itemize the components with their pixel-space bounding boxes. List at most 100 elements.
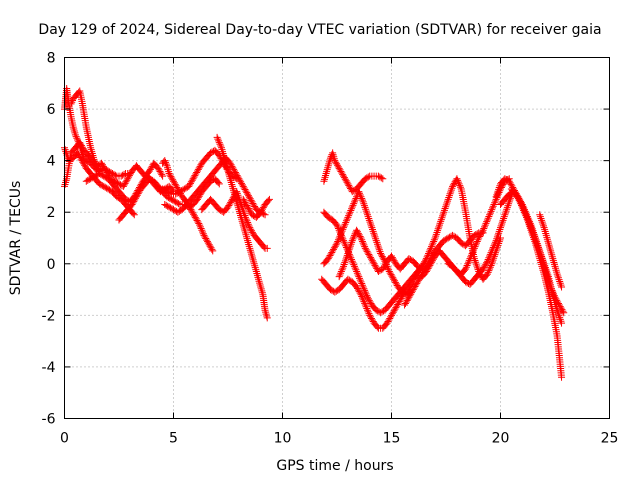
data-point bbox=[552, 266, 560, 274]
data-point bbox=[190, 210, 198, 218]
data-point bbox=[101, 173, 109, 181]
data-point bbox=[193, 216, 201, 224]
data-point bbox=[489, 202, 497, 210]
data-point bbox=[246, 224, 254, 232]
data-point bbox=[525, 219, 533, 227]
data-point bbox=[334, 163, 342, 171]
data-point bbox=[362, 303, 370, 311]
data-point bbox=[262, 310, 270, 318]
data-point bbox=[333, 221, 341, 229]
data-point bbox=[61, 180, 69, 188]
data-point bbox=[187, 179, 195, 187]
data-point bbox=[449, 182, 457, 190]
data-point bbox=[415, 276, 423, 284]
series-arc-12 bbox=[239, 195, 273, 221]
data-point bbox=[357, 291, 365, 299]
data-point bbox=[422, 256, 430, 264]
series-arc-19 bbox=[409, 175, 504, 283]
data-point bbox=[428, 257, 436, 265]
data-point bbox=[207, 149, 215, 157]
data-point bbox=[472, 258, 480, 266]
data-point bbox=[558, 319, 566, 327]
data-point bbox=[514, 195, 522, 203]
data-point bbox=[347, 206, 355, 214]
data-point bbox=[516, 198, 524, 206]
data-point bbox=[405, 293, 413, 301]
data-point bbox=[244, 220, 252, 228]
data-point bbox=[335, 273, 343, 281]
data-point bbox=[364, 173, 372, 181]
data-point bbox=[554, 298, 562, 306]
data-point bbox=[252, 266, 260, 274]
x-tick-label: 15 bbox=[383, 431, 401, 447]
data-point bbox=[193, 195, 201, 203]
data-point bbox=[342, 177, 350, 185]
data-point bbox=[386, 314, 394, 322]
data-point bbox=[345, 276, 353, 284]
data-point bbox=[361, 203, 369, 211]
data-point bbox=[497, 222, 505, 230]
data-point bbox=[196, 162, 204, 170]
data-point bbox=[325, 253, 333, 261]
data-point bbox=[500, 213, 508, 221]
data-point bbox=[119, 182, 127, 190]
y-axis-label: SDTVAR / TECUs bbox=[8, 181, 24, 296]
data-point bbox=[368, 224, 376, 232]
data-point bbox=[361, 299, 369, 307]
data-point bbox=[176, 188, 184, 196]
data-point bbox=[369, 226, 377, 234]
data-point bbox=[377, 249, 385, 257]
data-point bbox=[232, 170, 240, 178]
data-point bbox=[372, 235, 380, 243]
data-point bbox=[325, 160, 333, 168]
data-point bbox=[465, 258, 473, 266]
data-point bbox=[226, 200, 234, 208]
data-point bbox=[356, 189, 364, 197]
data-point bbox=[165, 170, 173, 178]
data-point bbox=[356, 289, 364, 297]
data-point bbox=[547, 247, 555, 255]
data-point bbox=[248, 227, 256, 235]
data-point bbox=[513, 192, 521, 200]
data-point bbox=[482, 219, 490, 227]
data-point bbox=[401, 301, 409, 309]
data-point bbox=[544, 239, 552, 247]
data-point bbox=[463, 262, 471, 270]
data-point bbox=[111, 171, 119, 179]
data-point bbox=[244, 190, 252, 198]
data-point bbox=[341, 257, 349, 265]
data-point bbox=[133, 191, 141, 199]
data-point bbox=[457, 239, 465, 247]
series-arc-25 bbox=[536, 211, 566, 291]
data-point bbox=[512, 190, 520, 198]
data-point bbox=[380, 263, 388, 271]
data-point bbox=[546, 243, 554, 251]
data-point bbox=[353, 283, 361, 291]
data-point bbox=[357, 278, 365, 286]
data-point bbox=[154, 164, 162, 172]
data-point bbox=[550, 260, 558, 268]
data-point bbox=[253, 269, 261, 277]
data-point bbox=[395, 297, 403, 305]
data-point bbox=[374, 242, 382, 250]
data-point bbox=[456, 182, 464, 190]
data-point bbox=[76, 154, 84, 162]
data-point bbox=[332, 287, 340, 295]
data-point bbox=[195, 220, 203, 228]
data-point bbox=[237, 178, 245, 186]
data-point bbox=[169, 196, 177, 204]
y-tick-label: 0 bbox=[47, 257, 56, 273]
data-point bbox=[263, 314, 271, 322]
data-point bbox=[263, 244, 271, 252]
data-point bbox=[343, 215, 351, 223]
data-point bbox=[355, 231, 363, 239]
data-point bbox=[132, 194, 140, 202]
data-point bbox=[253, 271, 261, 279]
data-point bbox=[320, 177, 328, 185]
data-point bbox=[324, 213, 332, 221]
data-point bbox=[550, 292, 558, 300]
data-point bbox=[367, 222, 375, 230]
data-point bbox=[520, 208, 528, 216]
data-point bbox=[425, 249, 433, 257]
data-point bbox=[353, 268, 361, 276]
